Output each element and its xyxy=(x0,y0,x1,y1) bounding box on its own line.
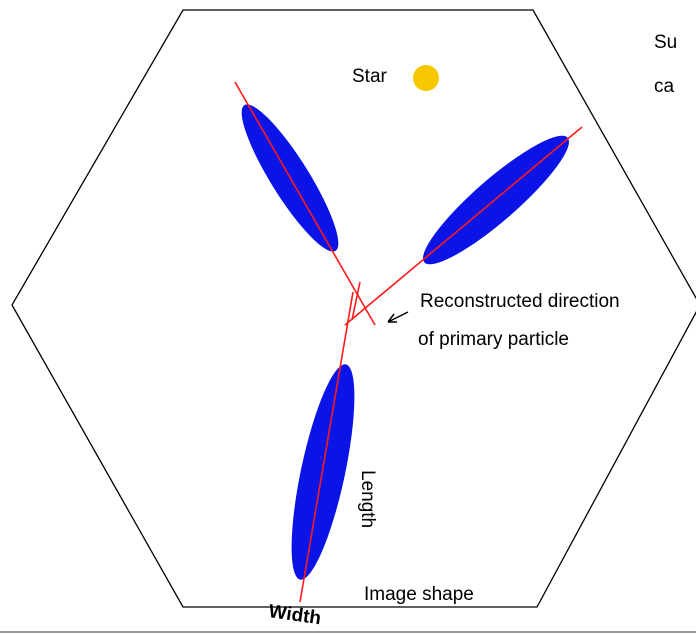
direction-label: Reconstructed direction xyxy=(420,291,620,312)
axis-line xyxy=(234,81,376,326)
axis-line xyxy=(344,126,583,326)
arrow xyxy=(387,311,409,323)
cut-text: Su xyxy=(654,32,677,53)
cut-text: ca xyxy=(654,76,675,97)
star-label: Star xyxy=(352,66,388,87)
length-label: Length xyxy=(357,470,378,528)
axis-line xyxy=(299,291,354,603)
axis-lines xyxy=(234,81,583,603)
star-dot xyxy=(413,65,439,91)
camera-hexagon xyxy=(11,9,696,608)
cross-mark xyxy=(351,281,361,321)
direction-label: of primary particle xyxy=(418,329,569,350)
image-shape-label: Image shape xyxy=(364,584,474,605)
